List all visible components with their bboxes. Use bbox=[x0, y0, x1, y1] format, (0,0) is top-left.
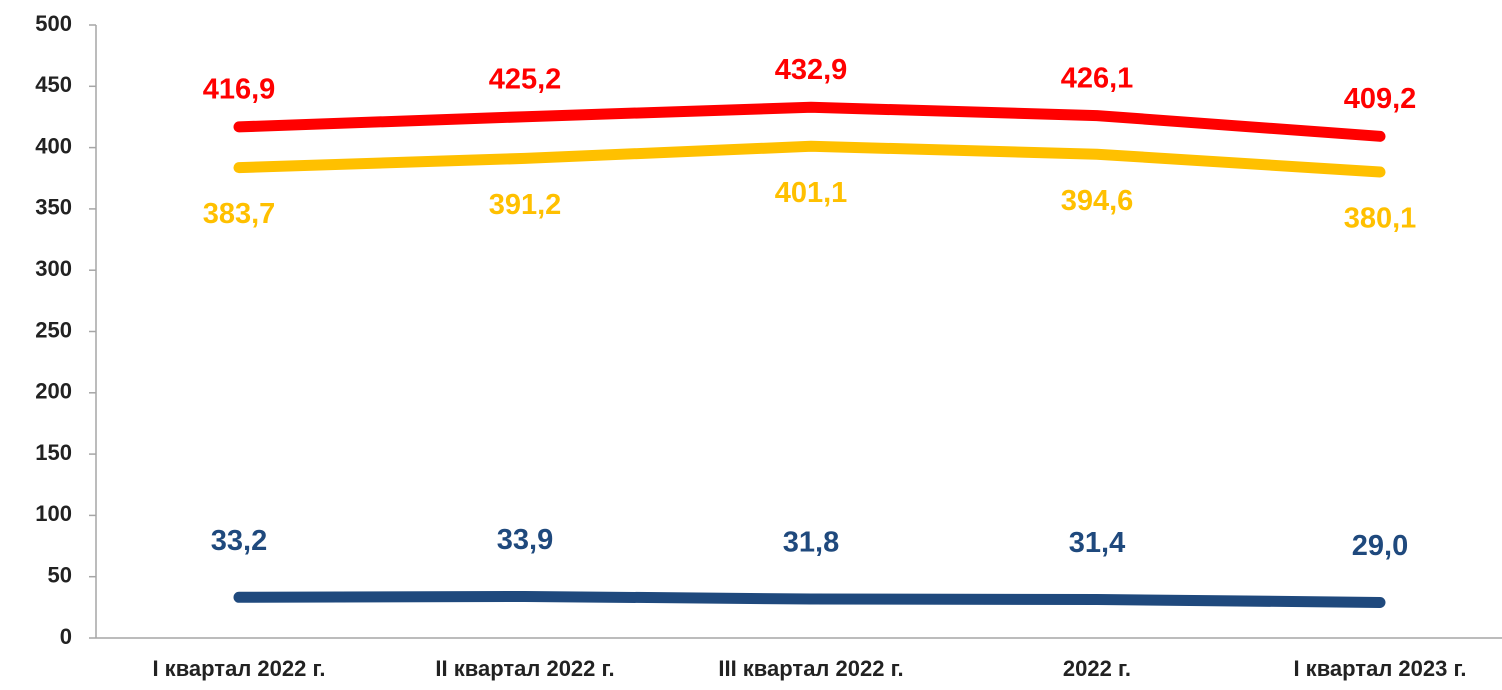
data-label: 425,2 bbox=[489, 63, 562, 95]
data-label: 401,1 bbox=[775, 177, 848, 209]
data-label: 29,0 bbox=[1352, 530, 1408, 562]
data-label: 383,7 bbox=[203, 198, 276, 230]
data-label: 31,4 bbox=[1069, 527, 1125, 559]
y-tick-label: 500 bbox=[35, 11, 72, 36]
series-line bbox=[233, 590, 1386, 608]
series-line bbox=[233, 101, 1386, 142]
x-tick-label: II квартал 2022 г. bbox=[435, 656, 614, 681]
series-line bbox=[233, 140, 1386, 178]
data-label: 33,2 bbox=[211, 525, 267, 557]
y-tick-label: 350 bbox=[35, 195, 72, 220]
y-tick-label: 50 bbox=[48, 563, 72, 588]
x-tick-label: III квартал 2022 г. bbox=[718, 656, 903, 681]
x-tick-label: I квартал 2022 г. bbox=[152, 656, 325, 681]
data-label: 380,1 bbox=[1344, 203, 1417, 235]
y-tick-label: 150 bbox=[35, 440, 72, 465]
y-tick-label: 450 bbox=[35, 72, 72, 97]
y-tick-label: 300 bbox=[35, 256, 72, 281]
y-tick-label: 100 bbox=[35, 501, 72, 526]
y-tick-label: 200 bbox=[35, 379, 72, 404]
data-label: 31,8 bbox=[783, 527, 839, 559]
y-tick-label: 0 bbox=[60, 624, 72, 649]
x-tick-label: I квартал 2023 г. bbox=[1293, 656, 1466, 681]
data-label: 409,2 bbox=[1344, 83, 1417, 115]
data-label: 426,1 bbox=[1061, 62, 1134, 94]
data-label: 33,9 bbox=[497, 524, 553, 556]
y-tick-label: 400 bbox=[35, 133, 72, 158]
data-label: 416,9 bbox=[203, 74, 276, 106]
x-tick-label: 2022 г. bbox=[1063, 656, 1131, 681]
data-label: 394,6 bbox=[1061, 185, 1134, 217]
data-label: 391,2 bbox=[489, 189, 562, 221]
y-tick-label: 250 bbox=[35, 317, 72, 342]
data-label: 432,9 bbox=[775, 54, 848, 86]
